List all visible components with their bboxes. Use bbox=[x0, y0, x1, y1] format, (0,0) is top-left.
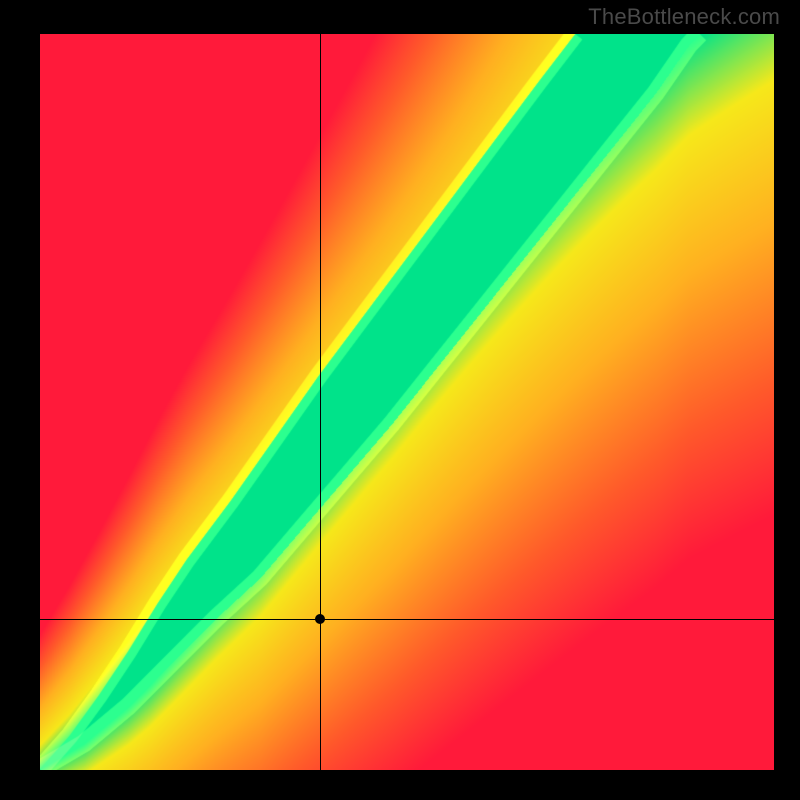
crosshair-horizontal bbox=[40, 619, 774, 620]
crosshair-marker bbox=[315, 614, 325, 624]
watermark-text: TheBottleneck.com bbox=[588, 4, 780, 30]
heatmap-canvas bbox=[40, 34, 774, 770]
crosshair-vertical bbox=[320, 34, 321, 770]
heatmap-plot bbox=[40, 34, 774, 770]
